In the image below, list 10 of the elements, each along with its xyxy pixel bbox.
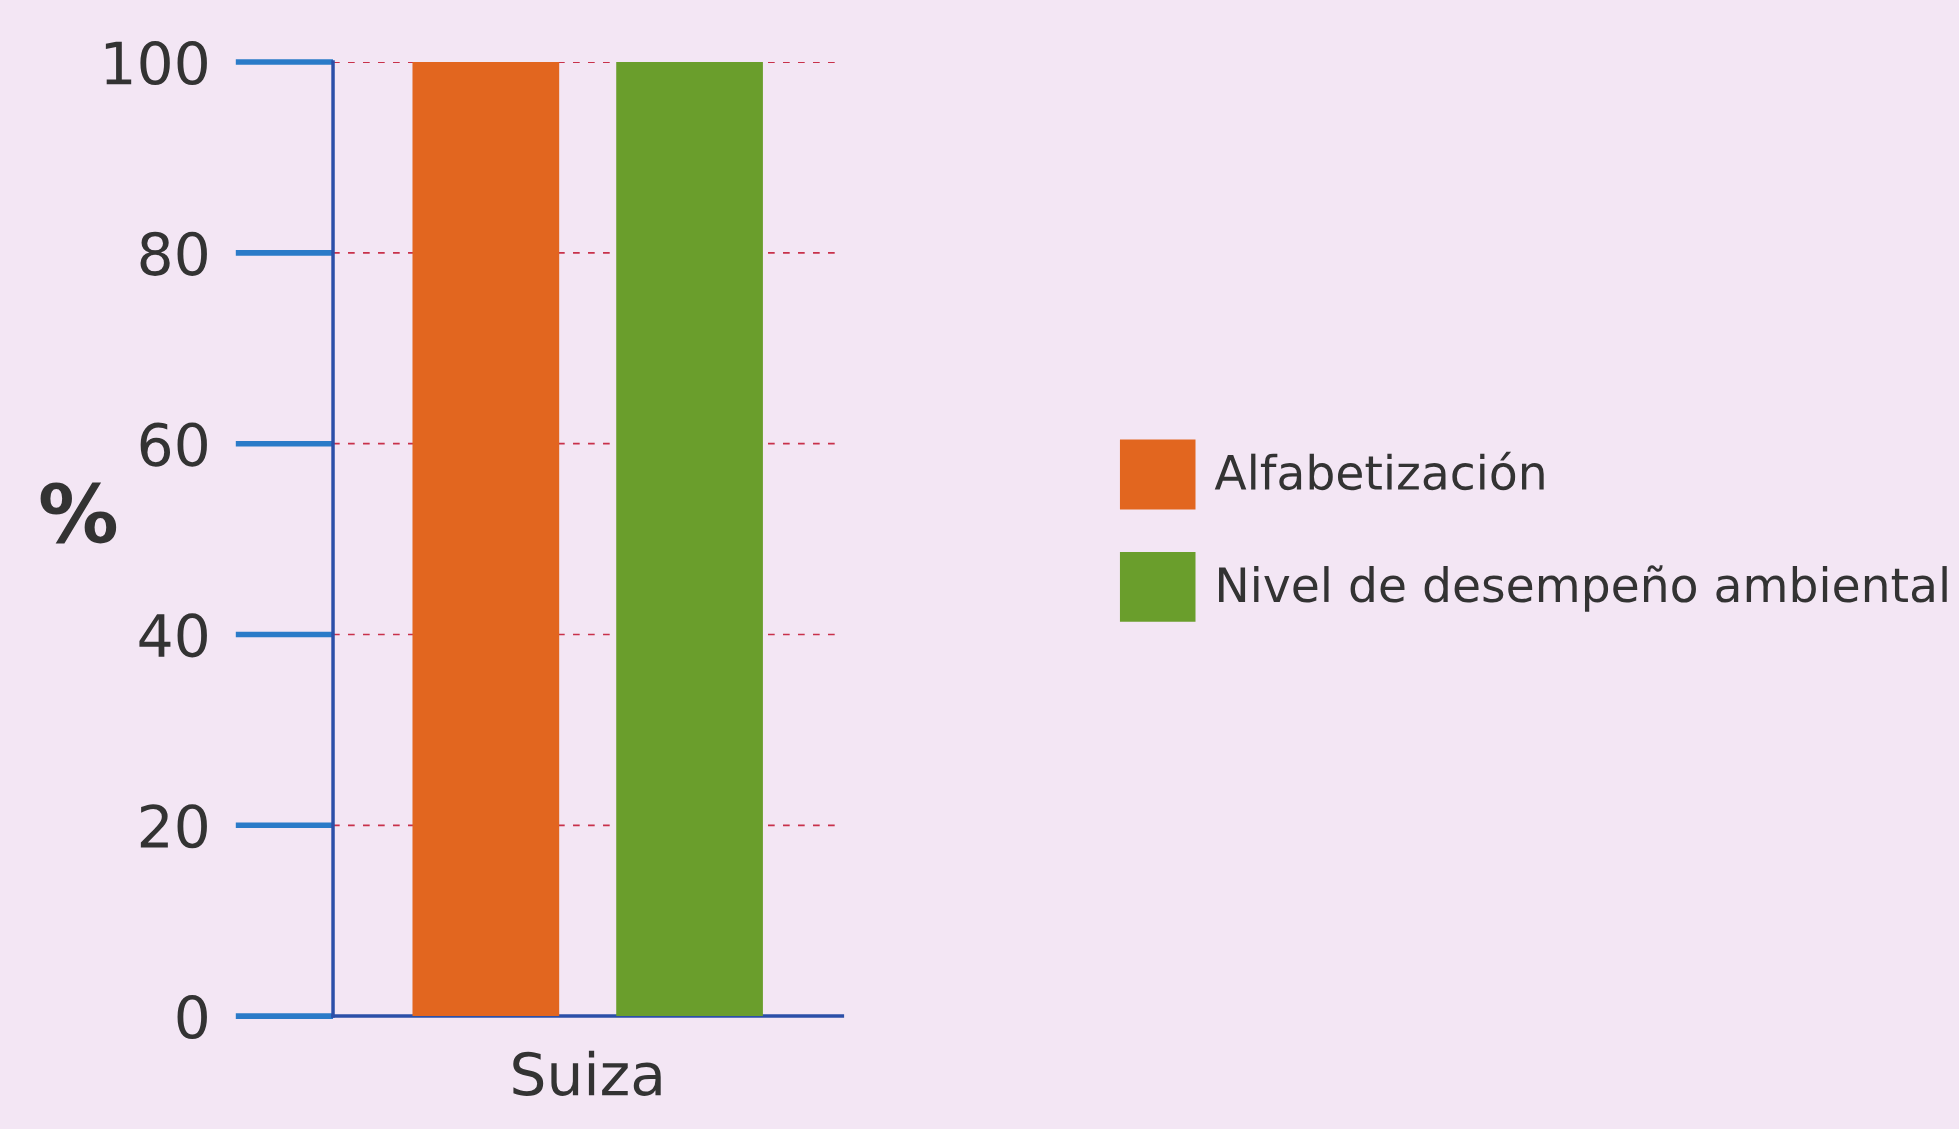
y-tick-label: 0 — [177, 994, 207, 1040]
y-tick-label: 100 — [105, 40, 207, 86]
y-tick-label: 40 — [139, 613, 207, 658]
y-tick-label: 20 — [140, 804, 207, 849]
x-tick-label: Suiza — [513, 1050, 661, 1096]
y-tick-label: 80 — [140, 231, 207, 276]
legend-label: Nivel de desempeño ambiental — [1219, 565, 1947, 612]
y-axis-title: % — [40, 482, 117, 544]
legend-label: Alfabetización — [1214, 451, 1544, 491]
y-tick-label: 60 — [140, 422, 207, 467]
